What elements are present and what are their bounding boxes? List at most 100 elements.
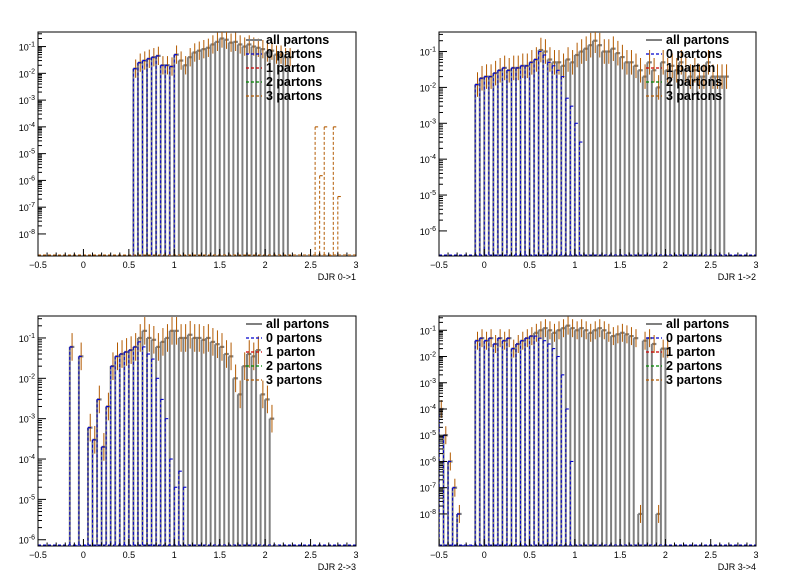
y-tick-label: 10-6: [19, 535, 35, 546]
legend-entry: 2 partons: [666, 359, 722, 373]
x-axis-title: DJR 0->1: [318, 272, 356, 282]
chart-panel-1: −0.5 0 0.5 1 1.5 2 2.5 3 10-8 10-7 10-6 10-5 10-4 10-…: [19, 31, 359, 282]
chart-panel-4: −0.5 0 0.5 1 1.5 2 2.5 3 10-8 10-7 10-6 10-5 10-4 10-…: [420, 315, 759, 572]
x-tick-label: 0.5: [523, 260, 536, 270]
legend-entry: 0 partons: [666, 331, 722, 345]
y-tick-label: 10-7: [19, 202, 35, 213]
legend-entry: all partons: [666, 33, 729, 47]
y-tick-label: 10-2: [420, 352, 436, 363]
legend-entry: 3 partons: [266, 89, 322, 103]
y-tick-label: 10-5: [19, 494, 35, 505]
y-tick-label: 10-4: [420, 404, 436, 415]
legend-entry: 0 partons: [666, 47, 722, 61]
series-3-partons: [38, 126, 356, 256]
legend-entry: all partons: [666, 317, 729, 331]
legend-entry: 3 partons: [666, 373, 722, 387]
y-tick-label: 10-7: [420, 483, 436, 494]
x-tick-label: 1: [572, 550, 577, 560]
x-tick-label: 1: [172, 260, 177, 270]
x-tick-label: 1.5: [614, 550, 627, 560]
plot-area: [38, 317, 356, 546]
x-tick-label: −0.5: [29, 550, 47, 560]
y-tick-label: 10-6: [19, 175, 35, 186]
y-tick-label: 10-2: [19, 373, 35, 384]
x-tick-label: −0.5: [430, 260, 448, 270]
legend-entry: 3 partons: [666, 89, 722, 103]
y-tick-label: 10-4: [19, 122, 35, 133]
x-axis-title: DJR 3->4: [718, 562, 756, 572]
x-tick-label: 0: [482, 260, 487, 270]
x-tick-label: 1.5: [614, 260, 627, 270]
legend-entry: 0 partons: [266, 47, 322, 61]
x-tick-label: 0: [81, 260, 86, 270]
y-tick-label: 10-3: [420, 118, 436, 129]
plot-area: [439, 32, 756, 256]
chart-panel-2: −0.5 0 0.5 1 1.5 2 2.5 3 10-6 10-5 10-4 10-3 10-2 10-…: [420, 31, 759, 282]
x-axis-title: DJR 2->3: [318, 562, 356, 572]
x-tick-label: 2.5: [304, 550, 317, 560]
y-tick-label: 10-5: [420, 430, 436, 441]
series-all-partons: [439, 316, 670, 546]
legend-entry: 0 partons: [266, 331, 322, 345]
x-tick-label: 3: [353, 550, 358, 560]
x-tick-label: −0.5: [430, 550, 448, 560]
y-tick-label: 10-2: [420, 82, 436, 93]
y-tick-label: 10-3: [19, 95, 35, 106]
series-0-partons: [439, 335, 756, 546]
y-tick-label: 10-6: [420, 456, 436, 467]
x-tick-label: 1.5: [213, 550, 226, 560]
y-tick-label: 10-8: [420, 509, 436, 520]
legend-entry: 2 partons: [666, 75, 722, 89]
legend-entry: 1 parton: [666, 61, 715, 75]
x-tick-label: 2.5: [704, 260, 717, 270]
y-tick-label: 10-3: [19, 414, 35, 425]
y-tick-label: 10-1: [19, 333, 35, 344]
y-tick-label: 10-2: [19, 68, 35, 79]
x-tick-label: 3: [753, 260, 758, 270]
x-tick-label: 3: [353, 260, 358, 270]
legend-entry: all partons: [266, 33, 329, 47]
x-tick-label: 0: [482, 550, 487, 560]
x-tick-label: 2.5: [304, 260, 317, 270]
chart-panel-3: −0.5 0 0.5 1 1.5 2 2.5 3 10-6 10-5 10-4 10-3 10-2 10-…: [19, 315, 359, 572]
y-tick-label: 10-1: [420, 325, 436, 336]
series-0-partons: [439, 50, 756, 256]
legend-entry: 2 partons: [266, 359, 322, 373]
x-tick-label: 0.5: [123, 260, 136, 270]
series-all-partons: [68, 317, 279, 546]
plot-area: [439, 316, 756, 546]
y-tick-label: 10-5: [420, 190, 436, 201]
legend-entry: 1 parton: [266, 61, 315, 75]
y-tick-label: 10-1: [19, 42, 35, 53]
x-tick-label: 1.5: [213, 260, 226, 270]
legend-entry: 1 parton: [666, 345, 715, 359]
x-tick-label: 0: [81, 550, 86, 560]
y-tick-label: 10-6: [420, 226, 436, 237]
y-tick-label: 10-5: [19, 149, 35, 160]
x-axis-title: DJR 1->2: [718, 272, 756, 282]
y-tick-label: 10-1: [420, 47, 436, 58]
x-tick-label: 0.5: [123, 550, 136, 560]
x-tick-label: 2.5: [704, 550, 717, 560]
y-tick-label: 10-4: [19, 454, 35, 465]
x-tick-label: −0.5: [29, 260, 47, 270]
legend-entry: 1 parton: [266, 345, 315, 359]
x-tick-label: 1: [172, 550, 177, 560]
x-tick-label: 2: [263, 550, 268, 560]
x-tick-label: 3: [753, 550, 758, 560]
x-tick-label: 2: [663, 260, 668, 270]
y-tick-label: 10-8: [19, 229, 35, 240]
y-tick-label: 10-4: [420, 154, 436, 165]
y-tick-label: 10-3: [420, 378, 436, 389]
x-tick-label: 1: [572, 260, 577, 270]
x-tick-label: 0.5: [523, 550, 536, 560]
legend-entry: 3 partons: [266, 373, 322, 387]
x-tick-label: 2: [663, 550, 668, 560]
series-0-partons: [38, 341, 356, 546]
x-tick-label: 2: [263, 260, 268, 270]
